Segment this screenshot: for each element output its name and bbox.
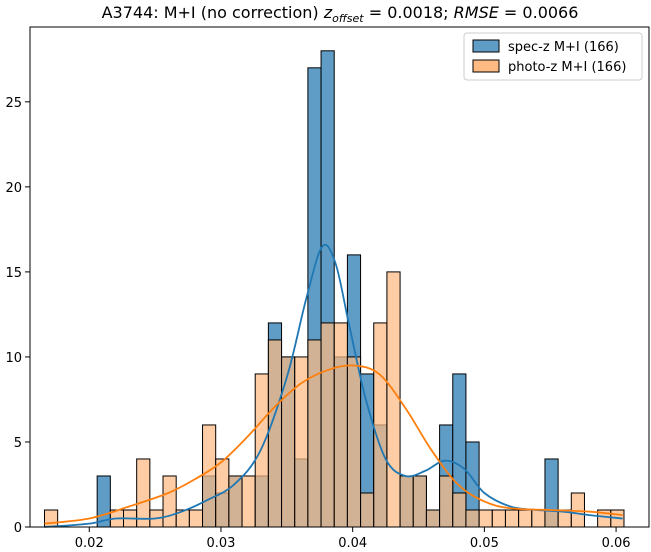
y-tick-label: 5: [14, 436, 22, 451]
bar-photo-z: [373, 322, 388, 528]
y-axis: 0 5 10 15 20 25: [5, 96, 30, 536]
bar-photo-z: [202, 424, 217, 528]
kde-line-photo-z: [44, 364, 623, 525]
x-tick-label: 0.06: [602, 536, 631, 551]
rmse-symbol: RMSE: [454, 3, 500, 22]
bar-photo-z: [544, 509, 559, 528]
bar-photo-z: [465, 509, 480, 528]
chart-title: A3744: M+I (no correction) zoffset = 0.0…: [102, 3, 579, 25]
bar-photo-z: [136, 458, 151, 528]
legend-label-spec-z: spec-z M+I (166): [508, 40, 619, 55]
bar-photo-z: [491, 509, 506, 528]
bar-photo-z: [254, 373, 269, 528]
bar-photo-z: [43, 509, 59, 528]
x-tick-label: 0.05: [470, 536, 499, 551]
y-tick-label: 0: [14, 521, 22, 536]
bar-photo-z: [504, 509, 520, 528]
bar-photo-z: [386, 271, 401, 528]
bar-photo-z: [531, 509, 546, 528]
rmse-value: = 0.0066: [499, 3, 579, 22]
legend-swatch-spec-z: [472, 39, 500, 53]
x-tick-label: 0.04: [338, 536, 367, 551]
plot-frame: [29, 26, 650, 528]
kde-line-spec-z: [44, 243, 623, 528]
bar-photo-z: [188, 509, 204, 528]
bar-photo-z: [241, 475, 256, 528]
bar-photo-z: [333, 322, 348, 528]
legend-label-photo-z: photo-z M+I (166): [508, 60, 626, 75]
y-tick-label: 25: [5, 96, 22, 111]
y-tick-label: 20: [5, 181, 22, 196]
bar-photo-z: [267, 339, 283, 528]
legend: spec-z M+I (166) photo-z M+I (166): [463, 32, 643, 81]
bar-photo-z: [320, 322, 335, 528]
kde-curves: [44, 243, 623, 528]
x-tick-label: 0.03: [206, 536, 235, 551]
chart-title-prefix: A3744: M+I (no correction): [102, 3, 324, 22]
z-offset-subscript: offset: [332, 12, 364, 25]
y-tick-label: 15: [5, 266, 22, 281]
legend-swatch-photo-z: [472, 59, 500, 73]
bar-photo-z: [346, 356, 362, 528]
x-axis: 0.02 0.03 0.04 0.05 0.06: [75, 527, 631, 551]
bar-photo-z: [412, 475, 427, 528]
bar-photo-z: [518, 509, 533, 528]
bar-photo-z: [360, 492, 375, 528]
bar-photo-z: [478, 509, 493, 528]
bar-photo-z: [281, 356, 296, 528]
bar-photo-z: [162, 475, 177, 528]
bar-photo-z: [452, 492, 467, 528]
bar-photo-z: [399, 475, 414, 528]
bar-photo-z: [425, 509, 441, 528]
bar-photo-z: [439, 475, 454, 528]
histogram-bars: [43, 50, 625, 528]
legend-box: [463, 32, 643, 81]
z-offset-symbol: z: [323, 3, 333, 22]
x-tick-label: 0.02: [75, 536, 104, 551]
bar-photo-z: [307, 339, 322, 528]
z-offset-value: = 0.0018;: [364, 3, 454, 22]
y-tick-label: 10: [5, 351, 22, 366]
